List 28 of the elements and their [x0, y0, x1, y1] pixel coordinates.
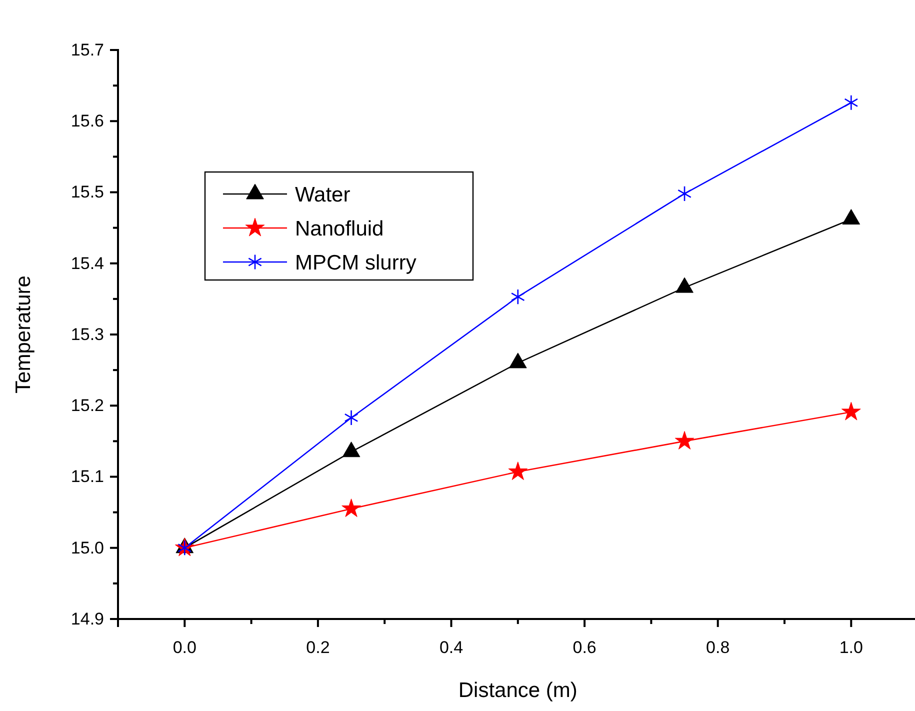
- x-tick-label: 1.0: [839, 638, 863, 658]
- legend-label: Nanofluid: [295, 217, 384, 240]
- y-tick-label: 15.6: [70, 112, 104, 131]
- y-tick-label: 15.7: [70, 40, 104, 60]
- x-tick-label: 0.8: [706, 638, 730, 658]
- point: [844, 94, 858, 111]
- point: [342, 498, 361, 518]
- y-tick-label: 15.4: [70, 254, 104, 273]
- y-tick-label: 15.5: [70, 182, 104, 202]
- point: [344, 410, 358, 426]
- x-tick-label: 0.2: [306, 638, 330, 658]
- y-tick-label: 15.3: [70, 324, 104, 344]
- point: [510, 288, 525, 305]
- y-tick-label: 15.1: [70, 467, 104, 486]
- point: [508, 462, 528, 480]
- point: [678, 186, 692, 202]
- legend-label: Water: [295, 183, 350, 206]
- text: 0.0: [172, 638, 196, 658]
- y-axis-title: Temperature: [12, 276, 35, 394]
- y-tick-label: 15.2: [70, 396, 104, 416]
- x-axis-title: Distance (m): [458, 679, 578, 702]
- point: [841, 402, 861, 420]
- point: [674, 431, 694, 450]
- x-tick-label: 0.4: [439, 638, 464, 658]
- y-tick-label: 14.9: [70, 609, 104, 628]
- x-tick-label: 0.6: [572, 638, 596, 658]
- y-tick-label: 15.0: [70, 538, 104, 558]
- legend-label: MPCM slurry: [295, 251, 417, 274]
